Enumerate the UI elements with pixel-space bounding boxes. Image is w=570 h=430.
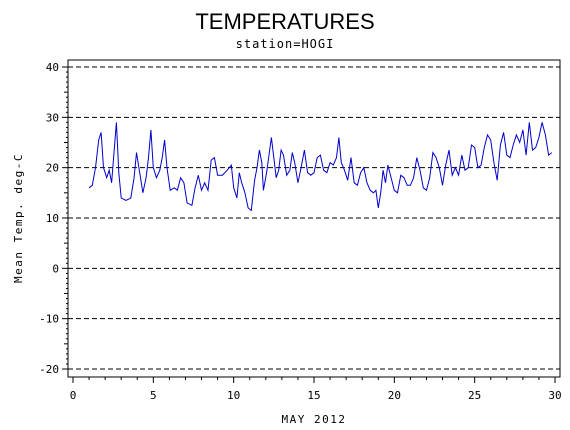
x-tick-label: 10 [227, 389, 240, 402]
x-tick-label: 20 [388, 389, 401, 402]
chart-subtitle: station=HOGI [236, 37, 335, 51]
series-group [88, 122, 553, 212]
plot-frame [67, 59, 561, 378]
axis-ticks [62, 66, 556, 383]
temperature-series-line [88, 122, 553, 212]
x-tick-label: 5 [150, 389, 157, 402]
chart-title: TEMPERATURES [195, 9, 374, 34]
x-axis-label: MAY 2012 [282, 413, 347, 426]
y-tick-label: 0 [52, 262, 59, 275]
y-tick-label: 40 [46, 61, 59, 74]
tick-labels: -20 -10 0 10 20 30 40 0 5 10 15 20 25 30 [39, 61, 562, 402]
x-tick-label: 15 [307, 389, 320, 402]
y-tick-label: -20 [39, 363, 59, 376]
y-axis-label: Mean Temp. deg-C [12, 153, 25, 283]
x-tick-label: 30 [548, 389, 561, 402]
x-tick-label: 0 [70, 389, 77, 402]
y-tick-label: 20 [46, 162, 59, 175]
gridlines [68, 66, 560, 370]
y-tick-label: 10 [46, 212, 59, 225]
y-tick-label: 30 [46, 111, 59, 124]
x-tick-label: 25 [468, 389, 481, 402]
y-tick-label: -10 [39, 313, 59, 326]
